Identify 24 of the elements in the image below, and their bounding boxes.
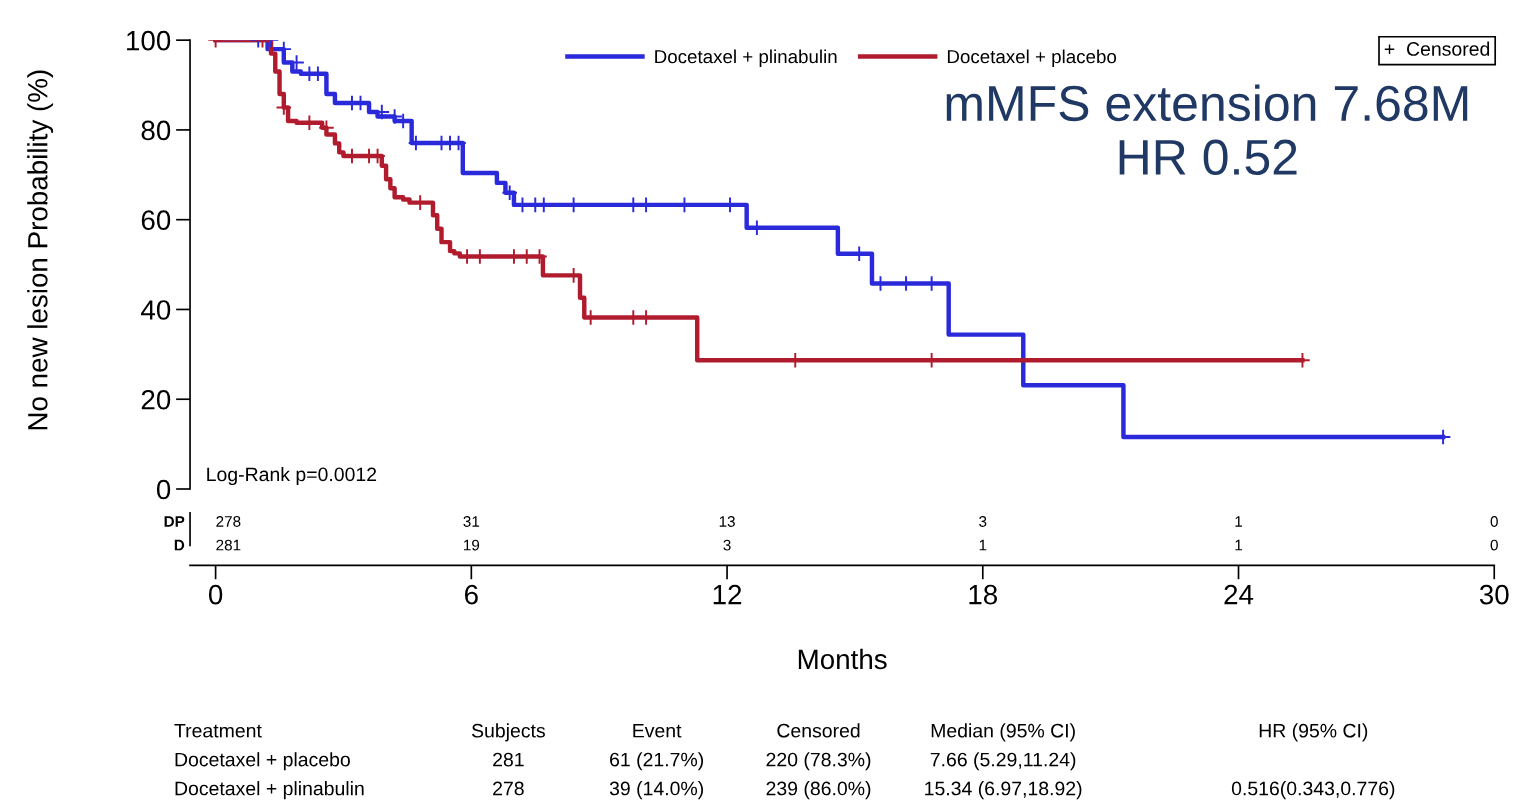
y-tick-label: 100	[127, 30, 171, 51]
annotation: mMFS extension 7.68M HR 0.52	[946, 84, 1468, 176]
x-tick-label: 30	[1479, 584, 1509, 605]
x-tick-label: 24	[1224, 584, 1254, 605]
y-axis-title: No new lesion Probability (%)	[27, 70, 54, 430]
x-tick-label: 6	[465, 584, 478, 605]
x-axis-title: Months	[798, 648, 887, 670]
y-tick-label: 60	[141, 210, 171, 231]
x-tick-label: 12	[713, 584, 742, 605]
y-tick-label: 40	[141, 300, 171, 320]
x-tick-label: 0	[208, 584, 223, 605]
legend-label: Docetaxel + plinabulin	[655, 49, 837, 67]
x-tick-label: 18	[969, 584, 998, 605]
y-tick-label: 80	[141, 120, 171, 141]
y-tick-label: 0	[156, 479, 171, 500]
y-tick-label: 20	[141, 389, 171, 410]
text: Treatment Subjects Event Censored Median (95% CI) HR (95% CI)	[174, 723, 1368, 742]
text: D 281 19 3 1 1 0	[174, 539, 1498, 551]
annotation: Log-Rank p=0.0012	[207, 466, 377, 486]
legend-label: Docetaxel + placebo	[947, 49, 1117, 67]
text: DP 278 31 13 3 1 0	[164, 516, 1498, 527]
text: Docetaxel + placebo 281 61 (21.7%) 220 (78.3%) 7.66 (5.29,11.24)	[175, 752, 1076, 771]
annotation: + Censored	[1384, 41, 1490, 56]
text: Docetaxel + plinabulin 278 39 (14.0%) 239 (86.0%) 15.34 (6.97,18.92) 0.516(0.343,0.776)	[175, 781, 1395, 800]
